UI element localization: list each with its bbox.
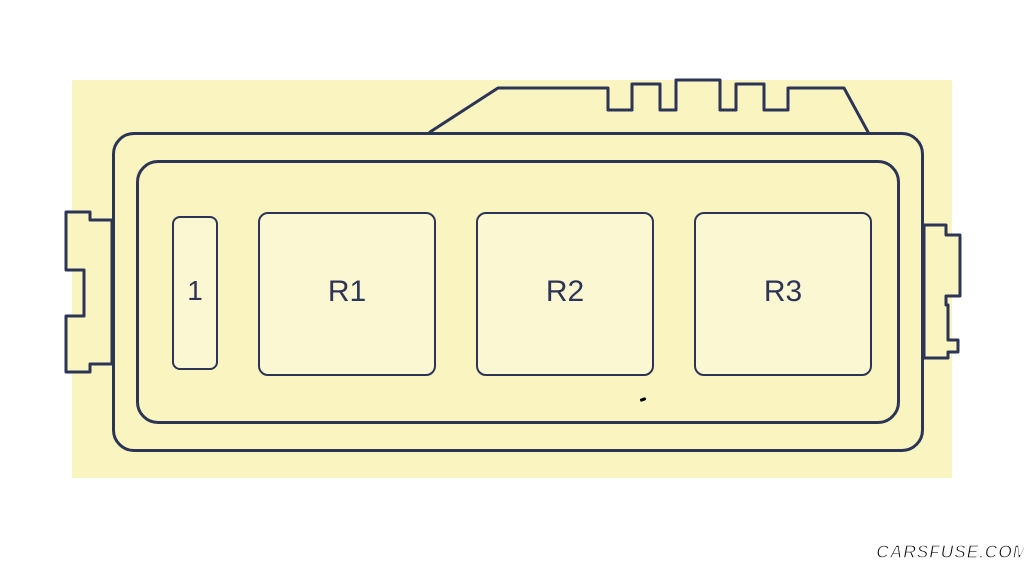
fuse-slot-1-label: 1 — [172, 277, 218, 305]
relay-r1-label: R1 — [258, 277, 436, 307]
diagram-canvas: 1 R1 R2 R3 CARSFUSE.COM — [0, 0, 1024, 576]
watermark-text: CARSFUSE.COM — [876, 542, 1024, 563]
relay-r3-label: R3 — [694, 277, 872, 307]
relay-r2-label: R2 — [476, 277, 654, 307]
